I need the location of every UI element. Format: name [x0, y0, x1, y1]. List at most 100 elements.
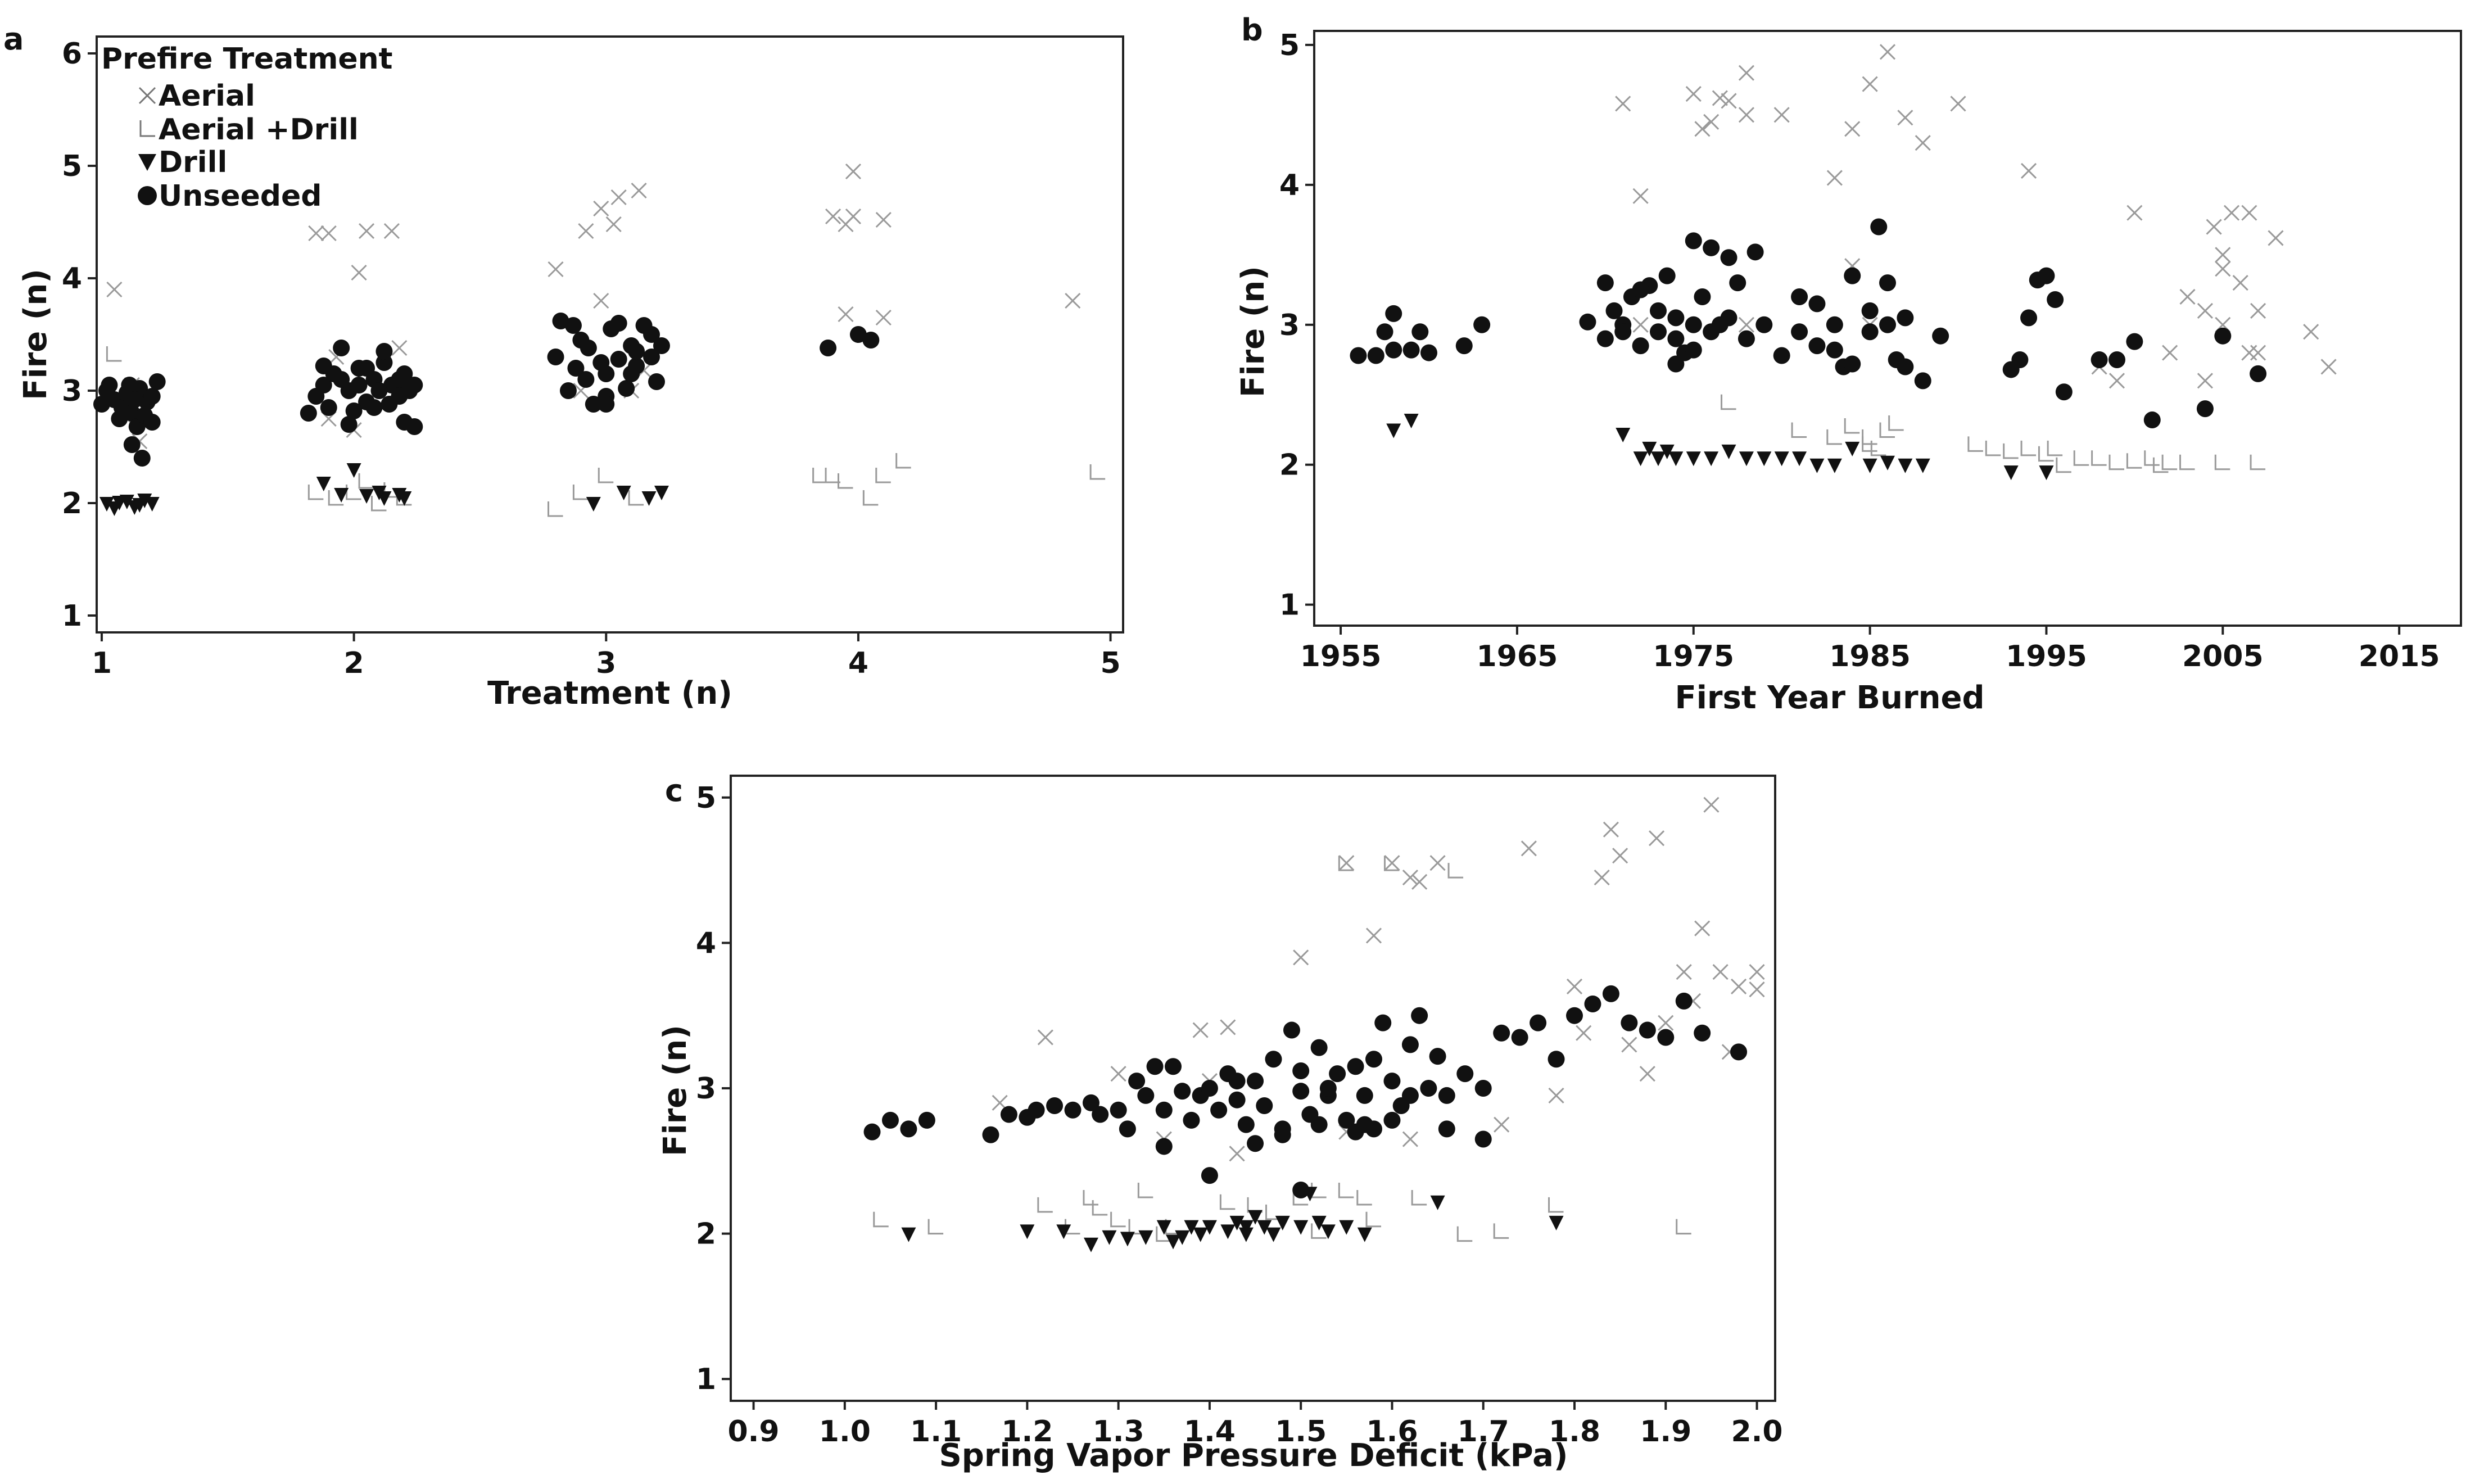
y-tick-label: 2	[696, 1218, 716, 1251]
point-unseeded	[406, 418, 423, 435]
point-drill	[1175, 1230, 1190, 1245]
point-unseeded	[1826, 341, 1843, 359]
point-unseeded	[1474, 1080, 1492, 1097]
point-unseeded	[1401, 1087, 1419, 1104]
point-aerial	[2232, 275, 2248, 291]
point-unseeded	[1000, 1106, 1017, 1123]
point-unseeded	[148, 373, 166, 390]
point-aerial	[593, 292, 609, 309]
point-aerial-drill	[1844, 418, 1860, 434]
point-unseeded	[580, 340, 597, 356]
point-unseeded	[653, 337, 670, 354]
legend-title: Prefire Treatment	[101, 42, 393, 76]
point-unseeded	[1429, 1048, 1446, 1065]
point-drill	[1633, 451, 1648, 467]
point-aerial-drill	[2214, 454, 2230, 470]
point-drill	[1220, 1224, 1236, 1239]
point-unseeded	[1605, 302, 1623, 319]
point-unseeded	[1897, 309, 1914, 327]
point-drill	[1686, 451, 1701, 467]
point-unseeded	[1155, 1138, 1173, 1155]
point-unseeded	[1401, 1036, 1419, 1053]
point-aerial	[1738, 107, 1754, 123]
y-tick-label: 5	[62, 150, 82, 183]
point-aerial	[1402, 1131, 1418, 1147]
point-aerial	[845, 208, 862, 225]
point-unseeded	[1584, 996, 1601, 1013]
point-unseeded	[2126, 333, 2143, 350]
point-aerial	[1694, 121, 1711, 137]
legend-entry-drill: Drill	[138, 146, 227, 179]
point-unseeded	[1720, 249, 1737, 266]
point-aerial-drill	[1037, 1197, 1053, 1213]
point-aerial	[2241, 205, 2257, 221]
point-unseeded	[547, 349, 564, 365]
point-unseeded	[406, 377, 423, 393]
point-aerial	[593, 200, 609, 217]
y-tick-label: 3	[1279, 309, 1300, 342]
x-tick-label: 1985	[1829, 640, 1911, 673]
point-aerial-drill	[628, 490, 644, 506]
point-unseeded	[1685, 232, 1702, 250]
point-drill	[1845, 441, 1860, 456]
point-aerial	[548, 261, 564, 278]
point-aerial-drill	[1219, 1194, 1236, 1210]
point-unseeded	[1374, 1014, 1392, 1031]
point-aerial	[1712, 964, 1729, 980]
point-aerial-drill	[1676, 1219, 1691, 1235]
point-unseeded	[391, 371, 408, 388]
panel-b-plot-frame	[1313, 30, 2462, 627]
point-unseeded	[1914, 372, 1931, 390]
point-aerial-drill	[106, 346, 122, 362]
point-aerial	[1110, 1066, 1126, 1082]
panel-c-yticks: 1 2 3 4 5	[696, 781, 731, 1396]
point-drill	[1339, 1220, 1354, 1235]
point-aerial-drill	[1967, 436, 1983, 452]
point-aerial	[2206, 219, 2222, 235]
point-aerial-drill	[1548, 1197, 1564, 1213]
point-unseeded	[1639, 1021, 1656, 1039]
point-unseeded	[1292, 1062, 1310, 1079]
point-aerial	[1603, 821, 1619, 838]
point-aerial	[2162, 345, 2178, 361]
point-unseeded	[370, 382, 388, 399]
point-aerial	[1037, 1029, 1053, 1046]
point-unseeded	[1420, 1080, 1437, 1097]
point-drill	[616, 486, 631, 500]
point-unseeded	[643, 326, 660, 343]
point-unseeded	[1685, 341, 1702, 359]
point-aerial	[845, 163, 862, 180]
point-unseeded	[1367, 347, 1384, 364]
point-aerial	[2108, 373, 2125, 389]
point-aerial	[1615, 96, 1631, 112]
legend-aerial-drill-label: Aerial +Drill	[159, 113, 359, 147]
point-unseeded	[598, 365, 615, 382]
point-aerial-drill	[1356, 1189, 1372, 1206]
point-unseeded	[1650, 302, 1667, 319]
point-aerial-drill	[1156, 1226, 1171, 1242]
point-drill	[316, 477, 331, 491]
point-aerial-drill	[927, 1219, 944, 1235]
point-aerial	[1749, 981, 1765, 998]
x-tick-label: 3	[596, 646, 616, 680]
point-aerial-drill	[2038, 446, 2054, 462]
point-unseeded	[143, 414, 161, 431]
point-aerial	[2223, 205, 2240, 221]
point-aerial	[1338, 855, 1355, 871]
point-unseeded	[1632, 281, 1649, 298]
point-drill	[1248, 1210, 1263, 1225]
point-unseeded	[1402, 341, 1420, 359]
point-unseeded	[598, 396, 615, 413]
point-unseeded	[1658, 267, 1676, 284]
point-unseeded	[1165, 1058, 1182, 1075]
point-drill	[346, 463, 361, 478]
point-aerial-drill	[1110, 1211, 1126, 1228]
point-aerial	[2215, 261, 2231, 277]
point-unseeded	[1474, 1130, 1492, 1148]
point-drill	[1266, 1227, 1281, 1242]
x-tick-label: 1.5	[1275, 1415, 1327, 1449]
point-unseeded	[1657, 1029, 1675, 1046]
point-aerial	[391, 340, 408, 356]
point-unseeded	[1737, 330, 1755, 347]
point-aerial	[2197, 302, 2213, 319]
